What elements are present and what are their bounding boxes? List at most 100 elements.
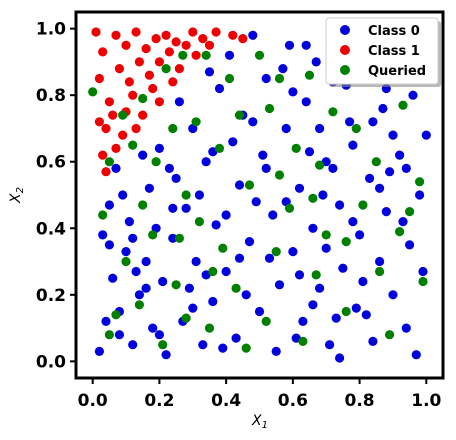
point-class-0 — [234, 253, 245, 263]
y-tick-label: 0.2 — [36, 286, 66, 306]
point-queried — [128, 140, 138, 150]
point-queried — [284, 203, 295, 213]
point-class-0 — [274, 280, 285, 290]
point-class-0 — [298, 316, 308, 326]
point-class-0 — [264, 253, 275, 263]
point-class-1 — [191, 50, 201, 60]
point-queried — [88, 87, 98, 97]
point-queried — [405, 207, 415, 217]
point-queried — [311, 270, 321, 280]
point-class-0 — [388, 290, 398, 300]
point-class-1 — [171, 37, 181, 47]
point-class-0 — [248, 30, 258, 40]
point-class-0 — [418, 266, 428, 277]
point-queried — [171, 280, 181, 290]
point-class-0 — [234, 180, 245, 190]
point-class-0 — [278, 64, 288, 74]
point-class-0 — [261, 73, 271, 84]
point-class-0 — [378, 103, 388, 114]
point-class-0 — [168, 203, 178, 213]
point-class-0 — [104, 200, 114, 210]
point-class-1 — [138, 110, 148, 120]
point-queried — [308, 193, 318, 203]
point-class-0 — [304, 147, 315, 157]
point-class-0 — [335, 353, 345, 363]
point-queried — [291, 143, 301, 153]
point-queried — [214, 143, 225, 153]
point-class-0 — [268, 210, 278, 220]
point-class-0 — [208, 296, 218, 307]
point-class-0 — [138, 150, 148, 160]
point-class-1 — [238, 34, 248, 44]
point-class-0 — [398, 217, 408, 227]
point-class-0 — [254, 306, 265, 317]
x-tick-label: 0.8 — [345, 391, 375, 411]
point-class-0 — [358, 276, 368, 287]
point-class-1 — [104, 97, 114, 107]
point-queried — [231, 283, 241, 293]
point-class-1 — [174, 64, 184, 74]
point-queried — [111, 310, 121, 320]
point-class-1 — [228, 30, 238, 40]
point-class-0 — [241, 290, 251, 300]
x-tick-label: 0.4 — [211, 391, 241, 411]
point-class-0 — [111, 163, 121, 173]
point-class-0 — [288, 87, 298, 97]
point-queried — [264, 103, 275, 114]
point-class-0 — [171, 173, 181, 183]
point-class-1 — [98, 150, 108, 160]
point-queried — [138, 93, 148, 104]
x-tick-label: 0.6 — [278, 391, 308, 411]
legend-marker-queried — [340, 65, 350, 75]
point-class-0 — [198, 340, 208, 350]
point-class-0 — [348, 217, 358, 227]
point-class-0 — [281, 123, 291, 134]
point-queried — [385, 330, 395, 340]
point-class-1 — [91, 27, 101, 37]
point-class-0 — [228, 137, 238, 147]
point-class-0 — [121, 247, 131, 257]
point-class-0 — [154, 330, 164, 340]
point-class-0 — [114, 330, 124, 340]
point-class-0 — [405, 240, 415, 250]
point-queried — [274, 73, 285, 84]
point-class-0 — [308, 300, 318, 310]
point-class-1 — [198, 34, 208, 44]
point-queried — [181, 313, 191, 323]
point-class-0 — [134, 290, 144, 300]
point-class-1 — [188, 27, 198, 37]
point-queried — [254, 50, 265, 60]
point-class-0 — [335, 200, 345, 210]
point-class-1 — [94, 117, 104, 127]
point-queried — [134, 300, 144, 310]
point-queried — [371, 157, 381, 167]
point-class-1 — [204, 40, 215, 50]
point-class-1 — [98, 47, 108, 57]
point-queried — [201, 50, 211, 60]
point-queried — [138, 200, 148, 210]
point-queried — [168, 123, 178, 134]
point-class-1 — [94, 73, 104, 84]
point-class-1 — [131, 123, 141, 134]
point-class-0 — [294, 183, 305, 193]
point-class-1 — [111, 30, 121, 40]
point-class-0 — [164, 163, 174, 173]
point-class-1 — [181, 40, 191, 50]
y-axis-label-main: X — [8, 193, 24, 204]
point-class-0 — [148, 323, 158, 333]
point-class-0 — [415, 190, 425, 200]
point-class-0 — [158, 276, 168, 287]
point-class-0 — [411, 350, 421, 360]
point-class-0 — [141, 256, 151, 267]
point-class-0 — [258, 150, 268, 160]
point-class-0 — [168, 233, 178, 243]
point-class-0 — [221, 210, 231, 220]
point-class-0 — [144, 183, 154, 193]
point-class-0 — [94, 346, 104, 356]
point-queried — [178, 50, 188, 60]
y-tick-label: 0.8 — [36, 86, 66, 106]
point-class-0 — [271, 346, 281, 356]
point-queried — [104, 157, 114, 167]
point-class-0 — [251, 197, 261, 207]
